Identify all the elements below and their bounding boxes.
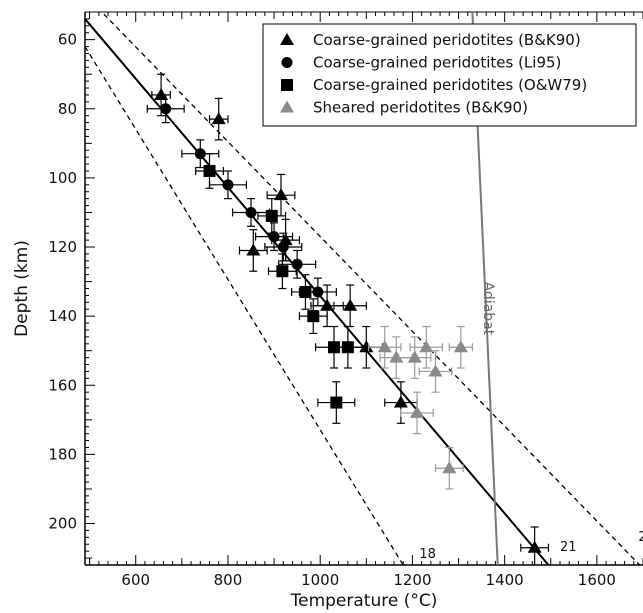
data-point bbox=[410, 405, 425, 418]
data-point bbox=[377, 340, 392, 353]
y-tick-label: 80 bbox=[58, 100, 77, 118]
x-tick-label: 1400 bbox=[486, 571, 524, 589]
x-axis-title: Temperature (°C) bbox=[290, 591, 438, 611]
legend-label: Coarse-grained peridotites (Li95) bbox=[313, 54, 561, 72]
legend-marker bbox=[280, 33, 294, 45]
series-1 bbox=[151, 73, 550, 565]
y-tick-label: 200 bbox=[48, 515, 77, 533]
data-point bbox=[277, 241, 289, 253]
y-tick-label: 60 bbox=[58, 31, 77, 49]
data-point bbox=[442, 461, 457, 474]
data-point bbox=[268, 231, 280, 243]
series-2 bbox=[146, 94, 337, 307]
data-point bbox=[291, 258, 303, 270]
data-point bbox=[307, 310, 320, 323]
data-point bbox=[211, 112, 226, 125]
data-point bbox=[527, 540, 542, 553]
x-tick-label: 600 bbox=[121, 571, 150, 589]
data-point bbox=[407, 350, 422, 363]
data-point bbox=[341, 341, 354, 354]
x-tick-label: 1000 bbox=[301, 571, 339, 589]
data-point bbox=[330, 396, 343, 409]
data-point bbox=[343, 298, 358, 311]
data-point bbox=[428, 364, 443, 377]
data-point bbox=[273, 188, 288, 201]
legend-box bbox=[262, 23, 637, 127]
data-point bbox=[419, 340, 434, 353]
data-point bbox=[245, 206, 257, 218]
y-tick-label: 100 bbox=[48, 169, 77, 187]
x-tick-label: 800 bbox=[214, 571, 243, 589]
data-point bbox=[194, 148, 206, 160]
data-point bbox=[265, 209, 278, 222]
line-24 bbox=[100, 12, 641, 565]
y-tick-label: 160 bbox=[48, 376, 77, 394]
y-tick-label: 140 bbox=[48, 307, 77, 325]
data-point bbox=[276, 265, 289, 278]
data-point bbox=[222, 179, 234, 191]
line-label-21: 21 bbox=[560, 540, 577, 555]
series-3 bbox=[195, 153, 367, 424]
series-4 bbox=[368, 325, 473, 490]
legend-label: Coarse-grained peridotites (B&K90) bbox=[313, 31, 581, 49]
legend-label: Coarse-grained peridotites (O&W79) bbox=[313, 76, 587, 94]
data-point bbox=[203, 164, 216, 177]
data-point bbox=[299, 285, 312, 298]
legend-marker bbox=[281, 57, 293, 68]
legend-marker bbox=[280, 100, 294, 113]
line-label-adiabat: Adiabat bbox=[480, 282, 496, 336]
y-axis-title: Depth (km) bbox=[12, 240, 32, 337]
legend: Coarse-grained peridotites (B&K90) Coarse… bbox=[262, 23, 637, 127]
data-point bbox=[154, 87, 169, 100]
data-point bbox=[246, 243, 261, 256]
data-point bbox=[320, 298, 335, 311]
x-tick-label: 1200 bbox=[393, 571, 431, 589]
data-point bbox=[393, 395, 408, 408]
legend-label: Sheared peridotites (B&K90) bbox=[313, 99, 528, 117]
y-tick-label: 120 bbox=[48, 238, 77, 256]
data-point bbox=[160, 103, 172, 115]
data-point bbox=[453, 340, 468, 353]
line-label-24: 24 bbox=[638, 530, 643, 545]
plot-area: 600 800 1000 1200 1400 1600 60 80 100 120 140 160 18… bbox=[48, 11, 643, 589]
y-tick-label: 180 bbox=[48, 445, 77, 463]
legend-marker bbox=[281, 79, 293, 91]
x-tick-label: 1600 bbox=[578, 571, 616, 589]
line-18 bbox=[85, 46, 404, 565]
line-label-18: 18 bbox=[419, 547, 436, 562]
data-point bbox=[389, 350, 404, 363]
